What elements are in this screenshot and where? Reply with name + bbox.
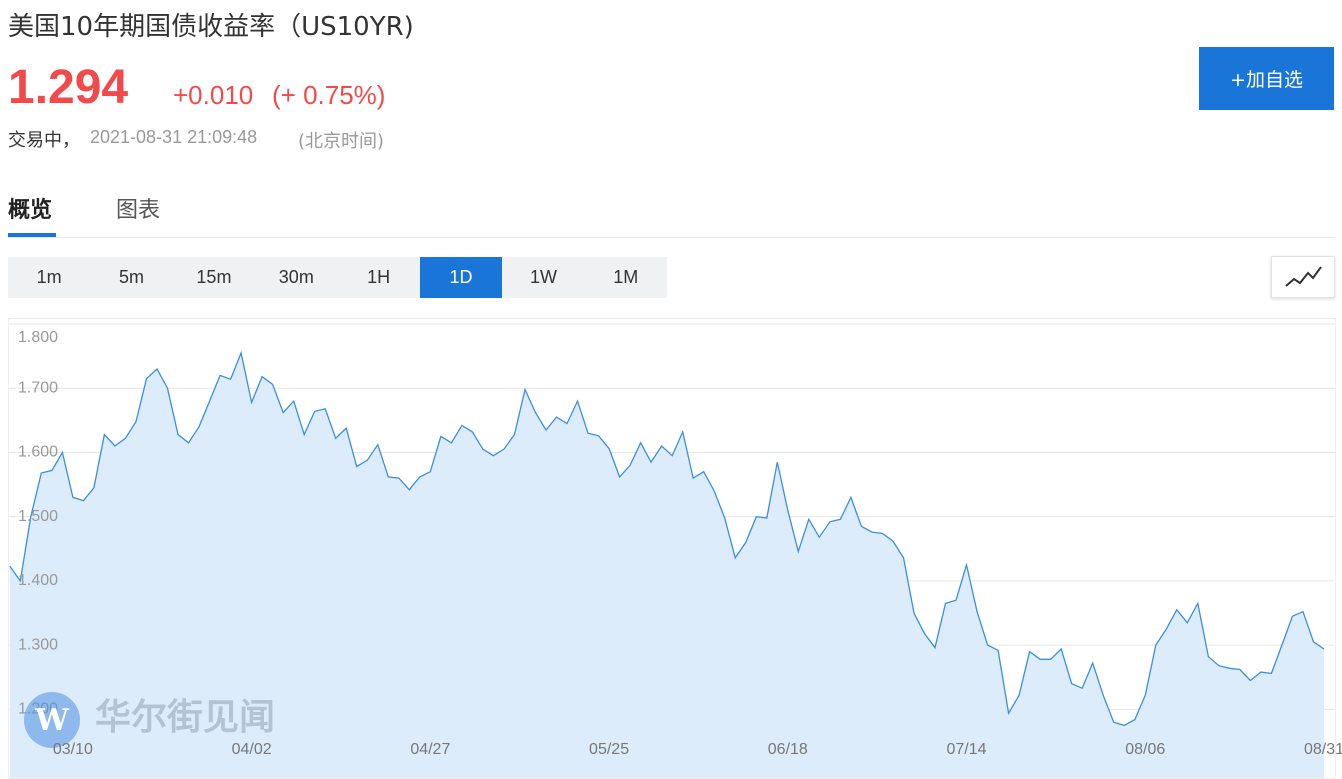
period-button[interactable]: 30m: [278, 267, 314, 287]
x-tick-label: 05/25: [589, 741, 629, 758]
x-tick-label: 08/06: [1125, 741, 1165, 758]
y-tick-label: 1.400: [18, 572, 58, 589]
change: +0.010: [173, 80, 254, 110]
y-tick-label: 1.600: [18, 444, 58, 461]
period-button[interactable]: 1m: [36, 267, 62, 287]
timezone: (北京时间): [298, 131, 385, 152]
line: [9, 350, 1325, 727]
x-tick-label: 04/02: [232, 741, 272, 758]
period-button[interactable]: 1H: [367, 267, 391, 287]
y-tick-label: 1.500: [18, 508, 58, 525]
period-bar: 1m 5m 15m 30m 1H 1D 1W 1M: [8, 257, 667, 298]
period-button[interactable]: 1W: [529, 267, 557, 287]
title: 美国10年期国债收益率（US10YR): [8, 12, 414, 42]
time: 2021-08-31 21:09:48: [90, 127, 258, 147]
watermark-logo: [24, 692, 80, 748]
period-button[interactable]: 1D: [419, 257, 503, 298]
y-tick-label: 1.700: [18, 379, 58, 396]
x-tick-label: 08/31: [1304, 741, 1342, 758]
chart-type-icon: [1285, 266, 1322, 287]
price: 1.294: [8, 61, 129, 114]
y-tick-label: 1.800: [18, 329, 58, 346]
area: [9, 352, 1324, 778]
x-tick-label: 04/27: [410, 741, 450, 758]
x-tick-label: 06/18: [768, 741, 808, 758]
separator: [8, 237, 1335, 238]
period-button[interactable]: 1M: [613, 267, 639, 287]
watermark-logo-letter: W: [34, 703, 70, 738]
x-tick-label: 07/14: [947, 741, 987, 758]
x-tick-label: 03/10: [53, 741, 93, 758]
chart-type-button[interactable]: [1271, 256, 1335, 298]
y-tick-label: 1.300: [18, 636, 58, 653]
period-button[interactable]: 15m: [196, 267, 232, 287]
period-button[interactable]: 5m: [119, 267, 145, 287]
tab[interactable]: 概览: [8, 198, 53, 223]
change-pct: (+ 0.75%): [272, 80, 386, 110]
status: 交易中，: [8, 130, 80, 151]
watermark: 华尔街见闻: [95, 696, 275, 738]
watchlist-button[interactable]: +加自选: [1199, 47, 1334, 110]
tab-indicator: [8, 233, 56, 237]
tab[interactable]: 图表: [116, 198, 161, 223]
